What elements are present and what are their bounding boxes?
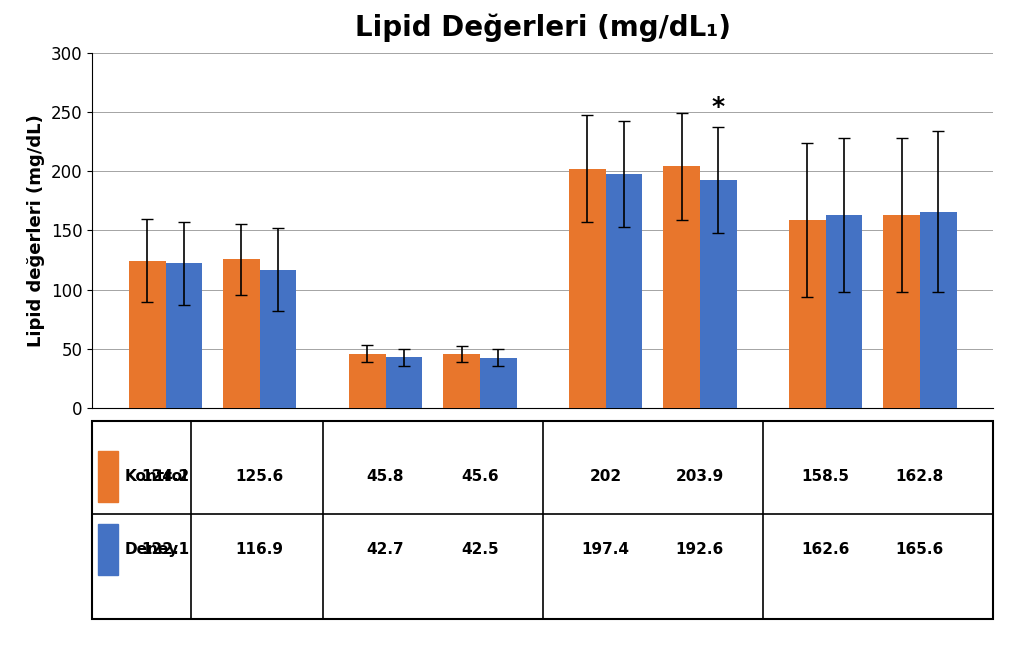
Bar [699, 180, 736, 408]
Text: 45.8: 45.8 [367, 469, 404, 484]
Bar [260, 270, 297, 408]
Bar [98, 524, 119, 575]
Text: Kontrol: Kontrol [125, 469, 187, 484]
Bar [788, 220, 825, 408]
Text: Başlangıç: Başlangıç [128, 429, 203, 443]
Text: Son: Son [905, 429, 935, 443]
Text: Başlangıç: Başlangıç [788, 429, 863, 443]
Text: Son: Son [685, 429, 715, 443]
Bar [480, 358, 516, 408]
Text: 42.5: 42.5 [461, 542, 499, 557]
Text: Son: Son [245, 429, 274, 443]
Text: 125.6: 125.6 [236, 469, 284, 484]
Bar [920, 212, 956, 408]
Y-axis label: Lipid değerleri (mg/dL): Lipid değerleri (mg/dL) [28, 114, 45, 347]
Text: Deney: Deney [125, 542, 179, 557]
Bar [443, 354, 480, 408]
Text: 162.8: 162.8 [896, 469, 944, 484]
Bar [884, 215, 920, 408]
Text: *: * [712, 95, 725, 120]
Bar [349, 354, 386, 408]
Text: 158.5: 158.5 [802, 469, 850, 484]
Bar [386, 357, 422, 408]
Text: Başlangıç: Başlangıç [568, 429, 643, 443]
Text: Son: Son [465, 429, 495, 443]
Text: Başlangıç: Başlangıç [348, 429, 423, 443]
Text: 42.7: 42.7 [367, 542, 404, 557]
Bar [605, 174, 642, 408]
Text: 197.4: 197.4 [582, 542, 630, 557]
Text: 203.9: 203.9 [676, 469, 724, 484]
Bar [664, 166, 699, 408]
Title: Lipid Değerleri (mg/dL₁): Lipid Değerleri (mg/dL₁) [354, 13, 731, 42]
Text: 122.1: 122.1 [141, 542, 189, 557]
Text: 192.6: 192.6 [676, 542, 724, 557]
Text: 124.2: 124.2 [141, 469, 189, 484]
Text: Total Kolesterol: Total Kolesterol [586, 443, 720, 459]
Bar [129, 261, 166, 408]
Text: 162.6: 162.6 [802, 542, 850, 557]
Text: 45.6: 45.6 [461, 469, 499, 484]
Bar [569, 168, 605, 408]
Text: LDL-K: LDL-K [187, 443, 238, 459]
Text: 116.9: 116.9 [236, 542, 284, 557]
Bar [223, 259, 260, 408]
Text: 165.6: 165.6 [896, 542, 944, 557]
Text: HDL-K: HDL-K [407, 443, 459, 459]
Text: Trigliserid: Trigliserid [830, 443, 915, 459]
Bar [98, 451, 119, 502]
Text: 202: 202 [590, 469, 622, 484]
Bar [825, 215, 862, 408]
Bar [166, 263, 202, 408]
